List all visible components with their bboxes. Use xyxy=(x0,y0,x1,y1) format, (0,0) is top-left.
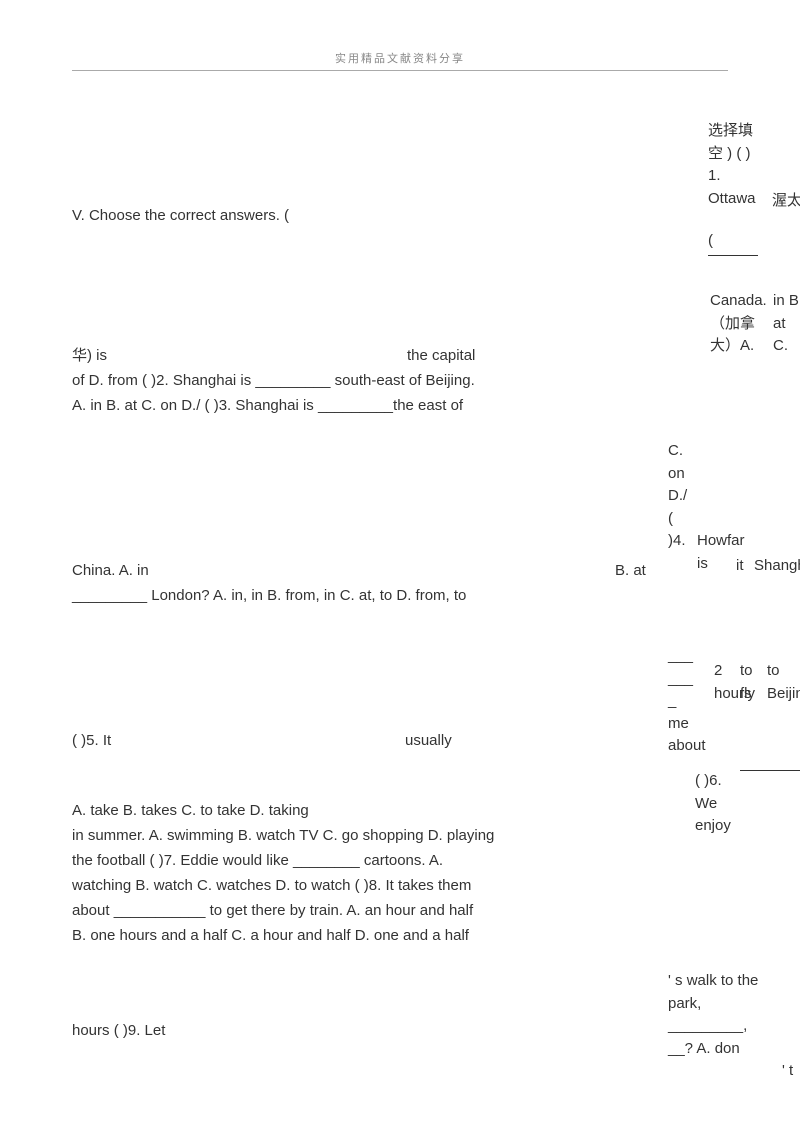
fragment-18: ( )5. It xyxy=(72,730,111,753)
fragment-32: hours ( )9. Let xyxy=(72,1020,165,1043)
header-rule xyxy=(72,70,728,71)
fragment-31: B. one hours and a half C. a hour and ha… xyxy=(72,925,469,948)
fragment-21: 2 hours xyxy=(714,660,729,705)
fragment-13: C. on D./ ( )4. xyxy=(668,440,693,553)
fragment-14: Howfar is xyxy=(697,530,732,575)
fragment-4: ( xyxy=(708,230,713,253)
fragment-10: A. in B. at C. on D./ ( )3. Shanghai is … xyxy=(72,395,463,418)
fragment-20: ___ ___ _ me about xyxy=(668,645,698,758)
blank-line-2 xyxy=(740,770,800,771)
fragment-34: ' t xyxy=(782,1060,800,1083)
fragment-29: watching B. watch C. watches D. to watch… xyxy=(72,875,471,898)
fragment-11: China. A. in xyxy=(72,560,149,583)
fragment-5: 华) is xyxy=(72,345,107,368)
fragment-9: of D. from ( )2. Shanghai is _________ s… xyxy=(72,370,475,393)
fragment-24: A. take B. takes C. to take D. taking xyxy=(72,800,309,823)
fragment-12: B. at xyxy=(615,560,646,583)
fragment-3: 渥太 xyxy=(772,190,800,213)
fragment-16: Shanghai xyxy=(754,555,800,578)
fragment-30: about ___________ to get there by train.… xyxy=(72,900,473,923)
fragment-25: ( )6. We enjoy xyxy=(695,770,735,838)
fragment-27: in summer. A. swimming B. watch TV C. go… xyxy=(72,825,494,848)
fragment-33: ' s walk to the park, _________, __? A. … xyxy=(668,970,768,1060)
fragment-2: 选择填空 ) ( ) 1. Ottawa xyxy=(708,120,763,210)
fragment-23: to Beijing. xyxy=(767,660,797,705)
page-header: 实用精品文献资料分享 xyxy=(0,50,800,66)
fragment-7: Canada.（加拿大）A. xyxy=(710,290,762,358)
fragment-8: in B. at C. xyxy=(773,290,800,358)
fragment-15: it xyxy=(736,555,751,578)
fragment-22: to fly xyxy=(740,660,760,705)
fragment-1: V. Choose the correct answers. ( xyxy=(72,205,289,228)
blank-line-1 xyxy=(708,255,758,256)
fragment-28: the football ( )7. Eddie would like ____… xyxy=(72,850,443,873)
fragment-19: usually xyxy=(405,730,452,753)
fragment-6: the capital xyxy=(407,345,475,368)
fragment-17: _________ London? A. in, in B. from, in … xyxy=(72,585,466,608)
